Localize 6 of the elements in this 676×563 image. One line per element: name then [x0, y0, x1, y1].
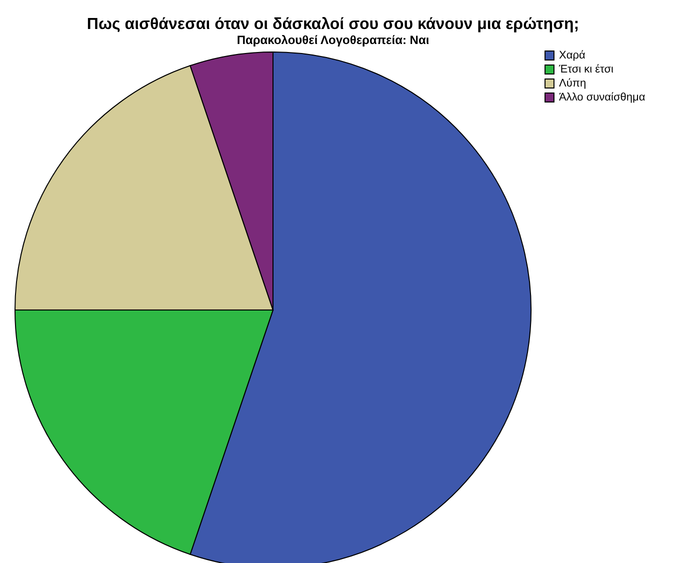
chart-title: Πως αισθάνεσαι όταν οι δάσκαλοί σου σου κάνουν μια ερώτηση; — [86, 16, 580, 33]
chart-subtitle: Παρακολουθεί Λογοθεραπεία: Ναι — [236, 33, 430, 47]
legend-label: Χαρά — [559, 50, 586, 62]
legend-label: Λύπη — [559, 78, 586, 90]
legend-label: Άλλο συναίσθημα — [559, 92, 646, 104]
legend-label: Έτσι κι έτσι — [558, 64, 614, 76]
